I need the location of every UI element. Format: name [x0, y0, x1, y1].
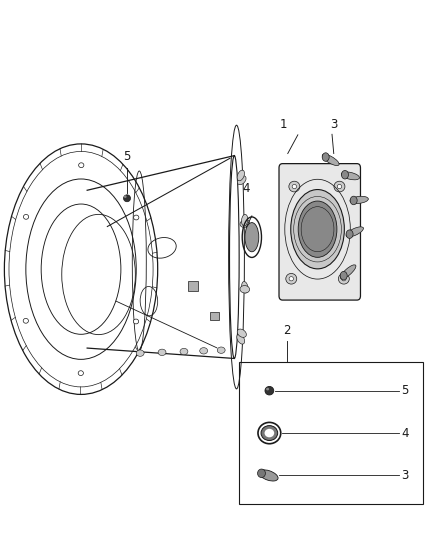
FancyBboxPatch shape [279, 164, 360, 300]
Ellipse shape [237, 176, 246, 184]
FancyBboxPatch shape [210, 312, 219, 320]
Ellipse shape [292, 184, 297, 189]
Ellipse shape [240, 286, 250, 293]
Ellipse shape [340, 265, 356, 279]
Ellipse shape [340, 271, 347, 280]
Ellipse shape [23, 214, 28, 219]
Text: 1: 1 [280, 118, 288, 131]
Ellipse shape [158, 349, 166, 356]
Text: 5: 5 [124, 150, 131, 163]
Ellipse shape [338, 273, 350, 284]
Ellipse shape [289, 277, 293, 281]
Ellipse shape [265, 386, 274, 395]
Ellipse shape [289, 181, 300, 192]
Ellipse shape [134, 319, 139, 324]
Ellipse shape [134, 215, 139, 220]
Text: 2: 2 [283, 324, 291, 337]
Text: 4: 4 [401, 426, 409, 440]
Ellipse shape [350, 196, 357, 205]
Text: 3: 3 [402, 469, 409, 482]
Ellipse shape [237, 334, 245, 344]
Ellipse shape [342, 277, 346, 281]
Ellipse shape [240, 220, 250, 227]
Ellipse shape [78, 371, 83, 376]
Ellipse shape [258, 469, 265, 478]
Ellipse shape [346, 227, 364, 237]
FancyBboxPatch shape [188, 281, 198, 291]
Ellipse shape [341, 172, 360, 180]
Ellipse shape [124, 195, 131, 201]
Ellipse shape [291, 190, 344, 269]
Ellipse shape [334, 181, 345, 192]
Ellipse shape [298, 201, 337, 257]
Ellipse shape [237, 170, 244, 181]
Ellipse shape [337, 184, 342, 189]
Bar [239, 362, 423, 504]
Text: 4: 4 [242, 182, 250, 195]
Ellipse shape [322, 153, 329, 161]
Ellipse shape [245, 223, 259, 252]
Ellipse shape [79, 163, 84, 167]
Ellipse shape [350, 196, 368, 204]
Text: 5: 5 [402, 384, 409, 397]
Ellipse shape [346, 230, 353, 238]
Ellipse shape [286, 273, 297, 284]
Text: 3: 3 [330, 118, 337, 131]
Ellipse shape [241, 214, 248, 226]
Ellipse shape [259, 470, 278, 481]
Ellipse shape [265, 429, 274, 437]
Ellipse shape [242, 281, 248, 293]
Ellipse shape [200, 348, 208, 354]
Ellipse shape [217, 347, 225, 353]
Ellipse shape [237, 329, 246, 337]
Ellipse shape [342, 171, 349, 179]
Ellipse shape [136, 350, 144, 357]
Ellipse shape [23, 318, 28, 323]
Ellipse shape [180, 349, 188, 355]
Ellipse shape [261, 425, 278, 440]
Ellipse shape [124, 196, 127, 198]
Ellipse shape [322, 154, 339, 166]
Ellipse shape [266, 388, 269, 390]
